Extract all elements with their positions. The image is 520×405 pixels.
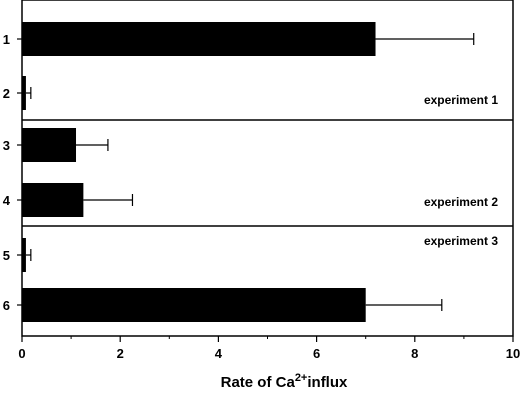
group-label: experiment 2 <box>424 195 498 209</box>
bar-2 <box>22 76 26 110</box>
bar-5 <box>22 238 26 272</box>
y-tick-label: 6 <box>3 298 10 313</box>
bar-3 <box>22 128 77 162</box>
y-tick-label: 5 <box>3 248 10 263</box>
x-tick-label: 8 <box>411 346 418 361</box>
y-tick-label: 1 <box>3 32 10 47</box>
x-tick-label: 0 <box>18 346 25 361</box>
x-axis-label-superscript: 2+ <box>295 372 308 384</box>
y-tick-label: 2 <box>3 86 10 101</box>
bar-6 <box>22 288 366 322</box>
x-tick-label: 6 <box>313 346 320 361</box>
x-tick-label: 10 <box>506 346 520 361</box>
bar-4 <box>22 183 84 217</box>
bar-1 <box>22 22 376 56</box>
group-label: experiment 1 <box>424 93 498 107</box>
x-axis-label: Rate of Ca2+influx <box>221 372 348 391</box>
y-tick-label: 4 <box>3 193 11 208</box>
x-tick-label: 2 <box>117 346 124 361</box>
y-tick-label: 3 <box>3 138 10 153</box>
x-tick-label: 4 <box>215 346 223 361</box>
group-label: experiment 3 <box>424 234 498 248</box>
